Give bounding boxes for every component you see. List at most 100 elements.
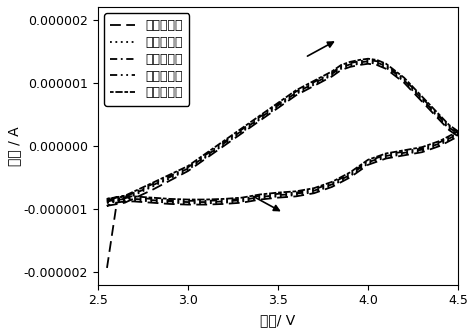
第三个循环 (149, 198, 155, 202)
第一个循环 (437, 144, 443, 148)
第三个循环 (293, 192, 299, 196)
第五个循环 (419, 145, 425, 149)
第一个循环 (185, 203, 191, 207)
第二个循环 (383, 65, 389, 69)
Line: 第五个循环: 第五个循环 (107, 59, 458, 199)
第五个循环 (383, 151, 389, 155)
第五个循环 (185, 164, 191, 168)
第一个循环 (347, 65, 353, 69)
第四个循环 (185, 199, 191, 203)
第一个循环 (311, 84, 317, 88)
第五个循环 (122, 194, 128, 198)
第二个循环 (113, 199, 119, 203)
第二个循环 (455, 133, 461, 137)
第四个循环 (221, 140, 227, 144)
第四个循环 (149, 182, 155, 186)
第二个循环 (167, 201, 173, 205)
第二个循环 (446, 127, 452, 131)
第三个循环 (419, 97, 425, 101)
第五个循环 (347, 170, 353, 174)
第二个循环 (293, 193, 299, 197)
第三个循环 (113, 198, 119, 202)
第一个循环 (329, 74, 335, 78)
第一个循环 (401, 81, 407, 85)
第四个循环 (167, 198, 173, 202)
第五个循环 (311, 79, 317, 83)
第一个循环 (293, 93, 299, 97)
第三个循环 (383, 154, 389, 158)
第五个循环 (338, 63, 344, 67)
第四个循环 (347, 61, 353, 65)
第一个循环 (221, 144, 227, 148)
第四个循环 (104, 198, 110, 202)
第一个循环 (356, 63, 362, 67)
第三个循环 (104, 199, 110, 203)
第二个循环 (347, 174, 353, 178)
第二个循环 (365, 162, 371, 166)
第四个循环 (122, 196, 128, 200)
第一个循环 (365, 62, 371, 66)
第五个循环 (185, 197, 191, 201)
第四个循环 (374, 59, 380, 63)
第一个循环 (419, 100, 425, 104)
第一个循环 (122, 201, 128, 205)
第三个循环 (365, 59, 371, 63)
第五个循环 (455, 129, 461, 133)
第二个循环 (365, 60, 371, 64)
第一个循环 (221, 202, 227, 206)
第三个循环 (455, 132, 461, 136)
第三个循环 (446, 126, 452, 130)
第三个循环 (311, 81, 317, 86)
第四个循环 (122, 195, 128, 199)
第三个循环 (365, 160, 371, 164)
第五个循环 (437, 114, 443, 118)
第四个循环 (104, 198, 110, 202)
第三个循环 (185, 200, 191, 204)
第三个循环 (221, 199, 227, 203)
第三个循环 (437, 116, 443, 120)
第二个循环 (383, 155, 389, 159)
第四个循环 (311, 80, 317, 84)
第五个循环 (329, 180, 335, 184)
第五个循环 (221, 197, 227, 201)
第五个循环 (167, 197, 173, 201)
第四个循环 (221, 198, 227, 202)
第四个循环 (401, 77, 407, 81)
第二个循环 (104, 201, 110, 205)
第五个循环 (149, 196, 155, 200)
第四个循环 (401, 150, 407, 154)
第三个循环 (122, 197, 128, 201)
第三个循环 (221, 141, 227, 145)
第二个循环 (419, 149, 425, 153)
第二个循环 (437, 143, 443, 147)
第三个循环 (374, 60, 380, 64)
第一个循环 (293, 194, 299, 198)
第一个循环 (374, 63, 380, 67)
第四个循环 (356, 59, 362, 63)
第二个循环 (329, 73, 335, 77)
第三个循环 (401, 78, 407, 82)
第二个循环 (401, 152, 407, 156)
第四个循环 (446, 124, 452, 128)
第四个循环 (275, 192, 281, 196)
第一个循环 (185, 169, 191, 173)
第一个循环 (311, 191, 317, 195)
第四个循环 (437, 140, 443, 144)
第一个循环 (446, 128, 452, 132)
第三个循环 (203, 200, 209, 204)
第五个循环 (374, 58, 380, 62)
第二个循环 (419, 99, 425, 103)
第四个循环 (113, 197, 119, 201)
第三个循环 (131, 197, 137, 201)
第五个循环 (329, 69, 335, 73)
第五个循环 (293, 189, 299, 193)
第五个循环 (275, 191, 281, 195)
第二个循环 (293, 92, 299, 96)
第一个循环 (203, 203, 209, 207)
第四个循环 (455, 131, 461, 135)
第二个循环 (401, 79, 407, 84)
第五个循环 (356, 58, 362, 62)
第一个循环 (104, 204, 110, 208)
第二个循环 (437, 117, 443, 121)
第四个循环 (338, 64, 344, 68)
